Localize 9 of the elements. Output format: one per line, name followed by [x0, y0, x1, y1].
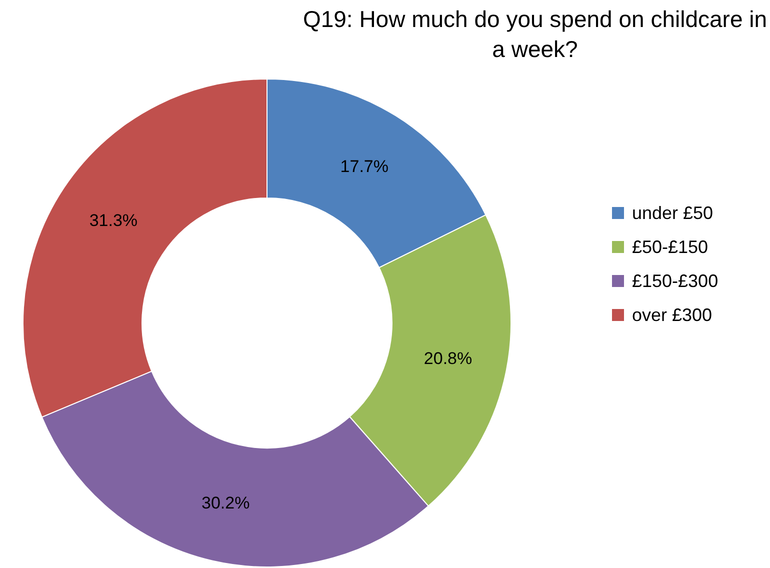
legend-label: £50-£150	[632, 236, 708, 258]
data-label: 20.8%	[424, 349, 472, 368]
chart-title: Q19: How much do you spend on childcare in a week?	[302, 5, 768, 64]
legend-label: over £300	[632, 304, 712, 326]
data-label: 31.3%	[89, 211, 138, 230]
data-label: 17.7%	[340, 156, 388, 176]
legend-label: £150-£300	[632, 270, 718, 292]
legend-label: under £50	[632, 202, 714, 224]
data-label: 30.2%	[202, 493, 250, 512]
